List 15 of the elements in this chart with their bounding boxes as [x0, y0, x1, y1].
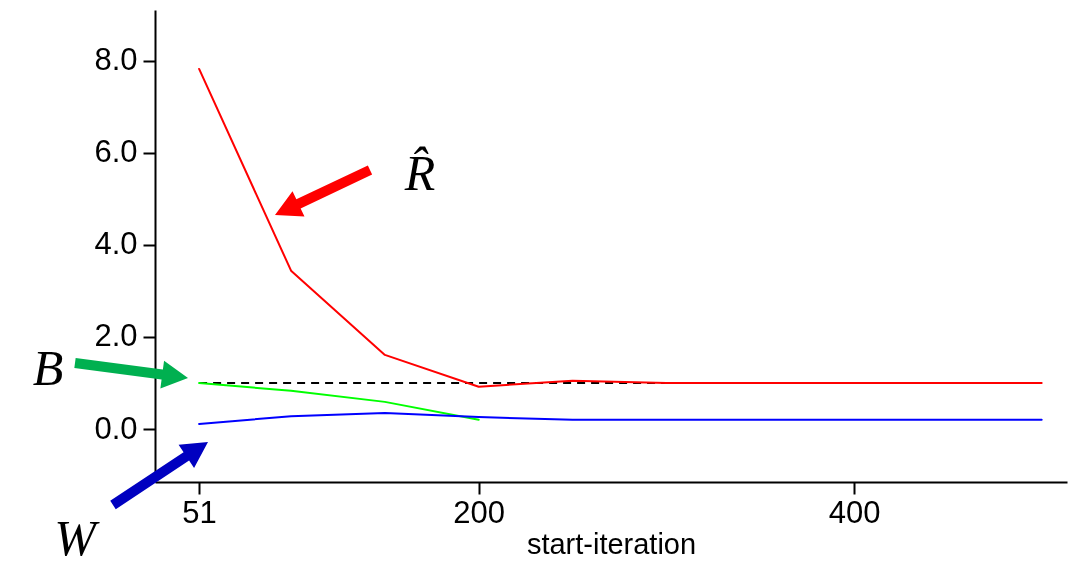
y-tick-label: 0.0: [94, 410, 138, 446]
text: W: [54, 510, 101, 566]
text: B: [32, 340, 64, 396]
x-tick-label: 200: [453, 494, 506, 530]
x-tick-label: 400: [828, 494, 881, 530]
y-tick-label: 6.0: [94, 134, 138, 170]
y-tick-label: 2.0: [94, 318, 138, 354]
line-series: [198, 67, 1043, 388]
y-tick-label: 8.0: [94, 42, 138, 78]
y-tick-label: 4.0: [94, 226, 138, 262]
x-tick-label: 51: [182, 494, 217, 530]
line-series: [198, 411, 1043, 425]
line-series: [198, 382, 480, 421]
x-axis-title: start-iteration: [526, 527, 697, 560]
legend-label: R̂: [403, 145, 436, 201]
